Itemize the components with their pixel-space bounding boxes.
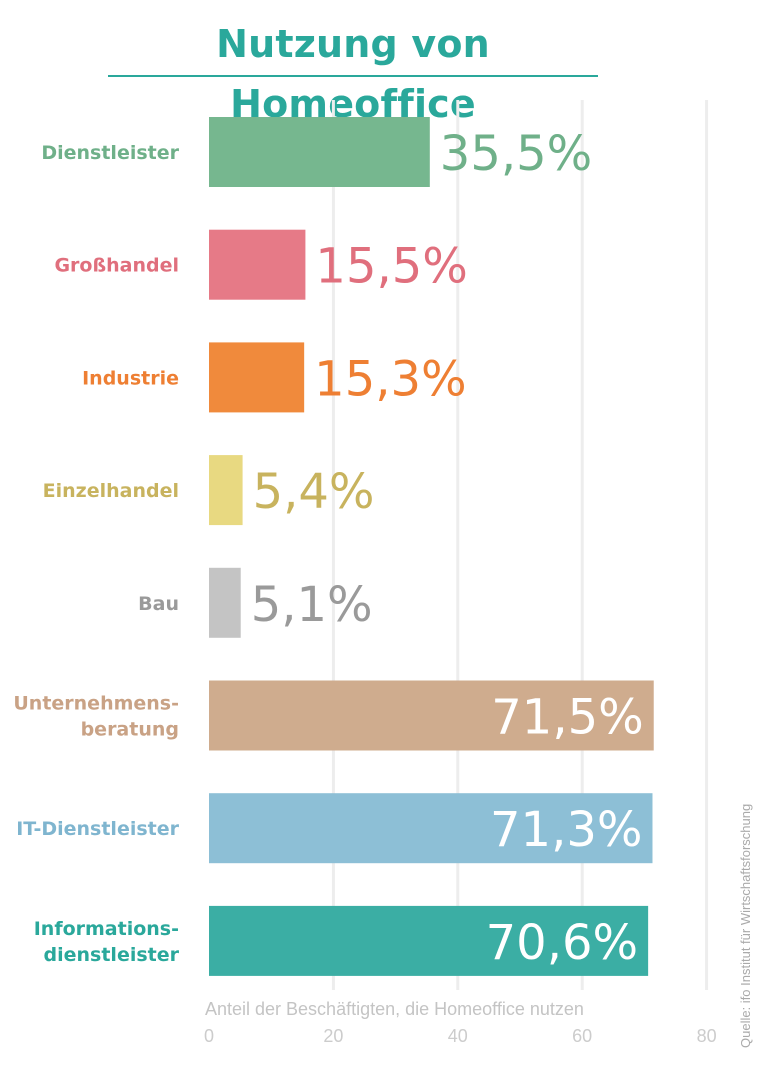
category-label: dienstleister	[44, 944, 180, 966]
bar	[209, 455, 243, 526]
category-label: beratung	[81, 719, 179, 741]
title-underline	[108, 75, 598, 77]
value-label: 15,5%	[315, 239, 467, 295]
bar	[209, 793, 653, 864]
value-label: 15,3%	[314, 351, 466, 407]
category-label: Einzelhandel	[43, 480, 179, 502]
category-label: Bau	[138, 593, 179, 615]
bar	[209, 567, 241, 638]
bars-layer	[209, 117, 654, 976]
x-axis-label: Anteil der Beschäftigten, die Homeoffice…	[205, 999, 584, 1019]
category-label: Industrie	[82, 367, 179, 389]
chart-title: Nutzung von Homeoffice	[216, 22, 490, 126]
x-tick-label: 60	[572, 1026, 592, 1046]
value-label: 5,1%	[251, 577, 373, 633]
category-label: Unternehmens-	[13, 693, 179, 715]
x-tick-label: 80	[697, 1026, 717, 1046]
value-label: 5,4%	[253, 464, 375, 520]
value-label: 71,3%	[490, 802, 642, 858]
category-label: Dienstleister	[41, 142, 179, 164]
bar	[209, 117, 430, 187]
category-label: Informations-	[34, 918, 179, 940]
value-label: 70,6%	[486, 915, 638, 971]
bar	[209, 905, 649, 976]
bar	[209, 342, 305, 413]
labels-layer: Dienstleister 35,5% Großhandel 15,5% Industr…	[13, 126, 643, 971]
category-label: Großhandel	[54, 255, 179, 277]
value-label: 35,5%	[440, 126, 592, 182]
x-tick-label: 20	[323, 1026, 343, 1046]
bar	[209, 680, 654, 751]
x-tick-label: 40	[448, 1026, 468, 1046]
value-label: 71,5%	[491, 690, 643, 746]
bar	[209, 229, 306, 300]
source-note: Quelle: ifo Institut für Wirtschaftsfors…	[738, 803, 753, 1048]
category-label: IT-Dienstleister	[16, 818, 179, 840]
x-tick-label: 0	[204, 1026, 214, 1046]
x-axis: 0 20 40 60 80 Anteil der Beschäftigten, die H…	[204, 999, 717, 1046]
